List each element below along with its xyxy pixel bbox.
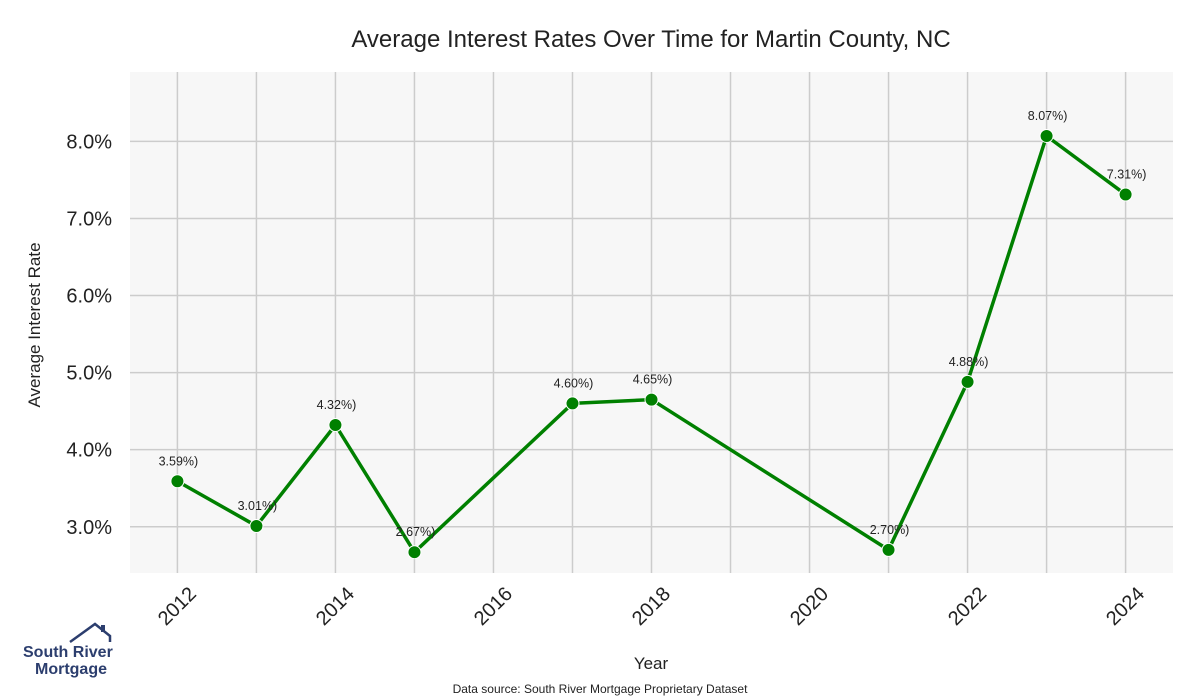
- logo-line-1: South River: [23, 644, 113, 661]
- data-point: [644, 392, 659, 407]
- data-label: 7.31%): [1107, 168, 1147, 182]
- data-point: [1039, 128, 1054, 143]
- x-tick-label: 2012: [154, 583, 201, 630]
- data-point: [249, 518, 264, 533]
- data-label: 4.88%): [949, 355, 989, 369]
- data-point: [1118, 187, 1133, 202]
- x-tick-label: 2018: [628, 583, 675, 630]
- data-label: 2.70%): [870, 523, 910, 537]
- data-source-note: Data source: South River Mortgage Propri…: [453, 682, 748, 696]
- data-label: 8.07%): [1028, 109, 1068, 123]
- y-tick-label: 4.0%: [66, 440, 112, 462]
- y-tick-label: 8.0%: [66, 131, 112, 153]
- x-tick-label: 2020: [786, 583, 833, 630]
- x-tick-label: 2014: [312, 583, 359, 630]
- logo-line-2: Mortgage: [35, 661, 107, 678]
- data-label: 4.60%): [554, 376, 594, 390]
- grid-lines: [130, 72, 1173, 573]
- x-tick-labels: 2012 2014 2016 2018 2020 2022 2024: [154, 583, 1149, 630]
- chart-title: Average Interest Rates Over Time for Mar…: [351, 26, 950, 53]
- data-point: [170, 474, 185, 489]
- data-label: 4.32%): [317, 398, 357, 412]
- brand-logo: South River Mortgage: [18, 620, 128, 682]
- data-point: [960, 374, 975, 389]
- data-point: [565, 396, 580, 411]
- series-layer: 3.59%) 3.01%) 4.32%) 2.67%) 4.60%) 4.65%) 2.70…: [159, 109, 1147, 560]
- y-tick-label: 3.0%: [66, 517, 112, 539]
- house-icon: [69, 622, 112, 644]
- data-label: 3.01%): [238, 499, 278, 513]
- x-tick-label: 2024: [1102, 583, 1149, 630]
- y-tick-label: 6.0%: [66, 286, 112, 308]
- x-axis-label: Year: [634, 654, 669, 673]
- y-tick-label: 5.0%: [66, 363, 112, 385]
- y-tick-labels: 3.0% 4.0% 5.0% 6.0% 7.0% 8.0%: [66, 131, 112, 538]
- data-label: 2.67%): [396, 525, 436, 539]
- y-tick-label: 7.0%: [66, 208, 112, 230]
- series-line: [176, 134, 1127, 554]
- data-point: [407, 545, 422, 560]
- x-tick-label: 2022: [944, 583, 991, 630]
- data-label: 4.65%): [633, 373, 673, 387]
- data-point: [328, 418, 343, 433]
- data-label: 3.59%): [159, 454, 199, 468]
- x-tick-label: 2016: [470, 583, 517, 630]
- y-axis-label: Average Interest Rate: [25, 242, 44, 407]
- data-point: [881, 542, 896, 557]
